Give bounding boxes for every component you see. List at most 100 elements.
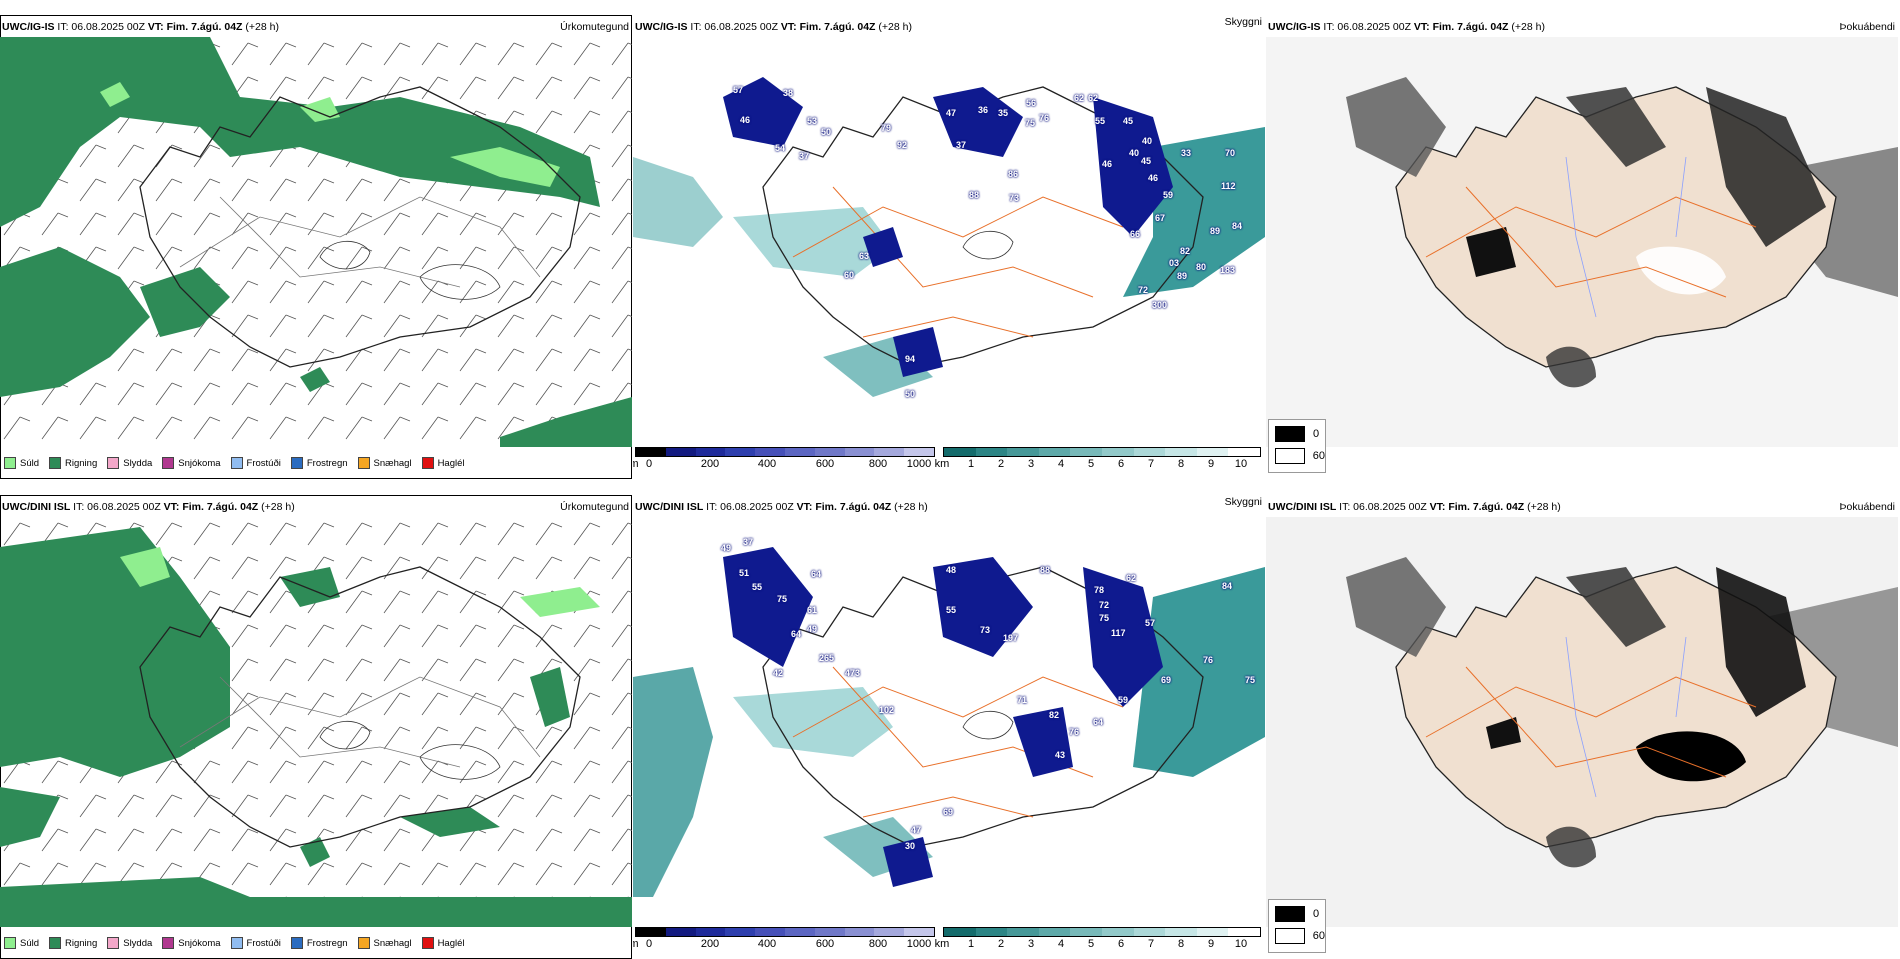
cloud-tick: 200 — [700, 458, 720, 470]
cloud-label: 300 — [1152, 300, 1168, 310]
legend-item-freezing-rain: Frostregn — [290, 457, 348, 469]
cloud-label: 86 — [1008, 169, 1019, 179]
cloud-label: 40 — [1142, 136, 1153, 146]
cloud-label: 49 — [721, 543, 732, 553]
panel-header: UWC/DINI ISL IT: 06.08.2025 00Z VT: Fim.… — [2, 501, 295, 513]
cloud-unit: m — [633, 938, 639, 950]
cloud-label: 55 — [752, 582, 763, 592]
fog-map — [1266, 37, 1898, 447]
cloud-label: 75 — [1025, 118, 1036, 128]
panel-title: Þokuábendi — [1839, 21, 1895, 33]
cloud-label: 473 — [845, 668, 861, 678]
cloud-tick: 600 — [815, 458, 835, 470]
vis-tick: 7 — [1147, 458, 1155, 470]
vis-tick: 2 — [997, 938, 1005, 950]
cloud-label: 102 — [879, 705, 895, 715]
cloud-tick: 800 — [868, 938, 888, 950]
cloud-base-colorbar: m 0 200 400 600 800 1000 — [633, 447, 935, 471]
cloud-label: 33 — [1181, 148, 1192, 158]
vis-tick: 1 — [967, 458, 975, 470]
cloud-label: 48 — [946, 565, 957, 575]
vis-tick: 10 — [1234, 938, 1248, 950]
cloud-label: 55 — [946, 605, 957, 615]
panel-title: Úrkomutegund — [560, 21, 629, 33]
cloud-tick: 200 — [700, 938, 720, 950]
cloud-label: 84 — [1222, 581, 1233, 591]
cloud-label: 42 — [773, 668, 784, 678]
legend-item-snow: Snjókoma — [162, 937, 221, 949]
cloud-label: 63 — [859, 251, 870, 261]
precip-map — [0, 37, 632, 447]
cloud-label: 69 — [943, 807, 954, 817]
precip-legend: Súld Rigning Slydda Snjókoma Frostúði Fr… — [4, 457, 465, 469]
cloud-label: 88 — [1040, 565, 1051, 575]
cloud-label: 197 — [1003, 633, 1019, 643]
vis-tick: 4 — [1057, 458, 1065, 470]
panel-title: Úrkomutegund — [560, 501, 629, 513]
cloud-tick: 0 — [645, 458, 653, 470]
cloud-label: 49 — [807, 624, 818, 634]
panel-header: UWC/DINI ISL IT: 06.08.2025 00Z VT: Fim.… — [635, 501, 928, 513]
panel-header: UWC/IG-IS IT: 06.08.2025 00Z VT: Fim. 7.… — [1268, 21, 1545, 33]
fog-legend-max: 60 — [1312, 450, 1325, 462]
visibility-map — [633, 547, 1265, 897]
visibility-map — [633, 77, 1265, 397]
cloud-label: 38 — [783, 88, 794, 98]
cloud-label: 75 — [777, 594, 788, 604]
cloud-tick: 0 — [645, 938, 653, 950]
cloud-tick: 600 — [815, 938, 835, 950]
cloud-label: 57 — [1145, 618, 1156, 628]
cloud-label: 62 — [1088, 93, 1099, 103]
cloud-unit: m — [633, 458, 639, 470]
cloud-label: 112 — [1221, 181, 1236, 191]
cloud-label: 54 — [775, 143, 786, 153]
cloud-label: 47 — [946, 108, 957, 118]
vis-unit: km — [934, 458, 950, 470]
vis-tick: 3 — [1027, 938, 1035, 950]
cloud-tick: 400 — [757, 938, 777, 950]
cloud-label: 62 — [1126, 573, 1137, 583]
legend-item-sleet: Slydda — [107, 937, 152, 949]
panel-title: Skyggni — [1224, 496, 1262, 508]
cloud-label: 30 — [905, 841, 916, 851]
fog-legend: 0 60 — [1268, 419, 1326, 473]
cloud-base-colorbar: m 0 200 400 600 800 1000 — [633, 927, 935, 951]
vis-tick: 8 — [1177, 458, 1185, 470]
precip-map — [0, 517, 632, 927]
cloud-label: 37 — [956, 140, 967, 150]
precip-type-panel-ig: UWC/IG-IS IT: 06.08.2025 00Z VT: Fim. 7.… — [0, 15, 632, 479]
cloud-label: 79 — [881, 123, 892, 133]
cloud-label: 92 — [897, 140, 908, 150]
cloud-label: 53 — [807, 116, 818, 126]
cloud-tick: 400 — [757, 458, 777, 470]
vis-tick: 8 — [1177, 938, 1185, 950]
vis-tick: 9 — [1207, 938, 1215, 950]
cloud-label: 46 — [740, 115, 751, 125]
precip-legend: Súld Rigning Slydda Snjókoma Frostúði Fr… — [4, 937, 465, 949]
vis-tick: 6 — [1117, 458, 1125, 470]
cloud-tick: 1000 — [906, 938, 932, 950]
cloud-label: 40 — [1129, 148, 1140, 158]
vis-tick: 3 — [1027, 458, 1035, 470]
cloud-label: 36 — [978, 105, 989, 115]
cloud-label: 73 — [1009, 193, 1020, 203]
fog-legend-min: 0 — [1313, 428, 1320, 440]
cloud-label: 82 — [1180, 246, 1191, 256]
cloud-label: 72 — [1138, 285, 1149, 295]
fog-map — [1266, 517, 1898, 927]
legend-item-freezing-drizzle: Frostúði — [230, 457, 281, 469]
cloud-label: 62 — [1074, 93, 1085, 103]
cloud-label: 37 — [743, 537, 754, 547]
cloud-label: 71 — [1017, 695, 1028, 705]
cloud-label: 67 — [1155, 213, 1166, 223]
cloud-label: 45 — [1123, 116, 1134, 126]
cloud-label: 66 — [1130, 229, 1141, 239]
vis-tick: 6 — [1117, 938, 1125, 950]
cloud-label: 69 — [1161, 675, 1172, 685]
cloud-label: 64 — [791, 629, 802, 639]
cloud-label: 64 — [1093, 717, 1104, 727]
cloud-label: 84 — [1232, 221, 1243, 231]
legend-item-freezing-drizzle: Frostúði — [230, 937, 281, 949]
legend-item-rain: Rigning — [49, 457, 97, 469]
cloud-label: 50 — [905, 389, 916, 399]
